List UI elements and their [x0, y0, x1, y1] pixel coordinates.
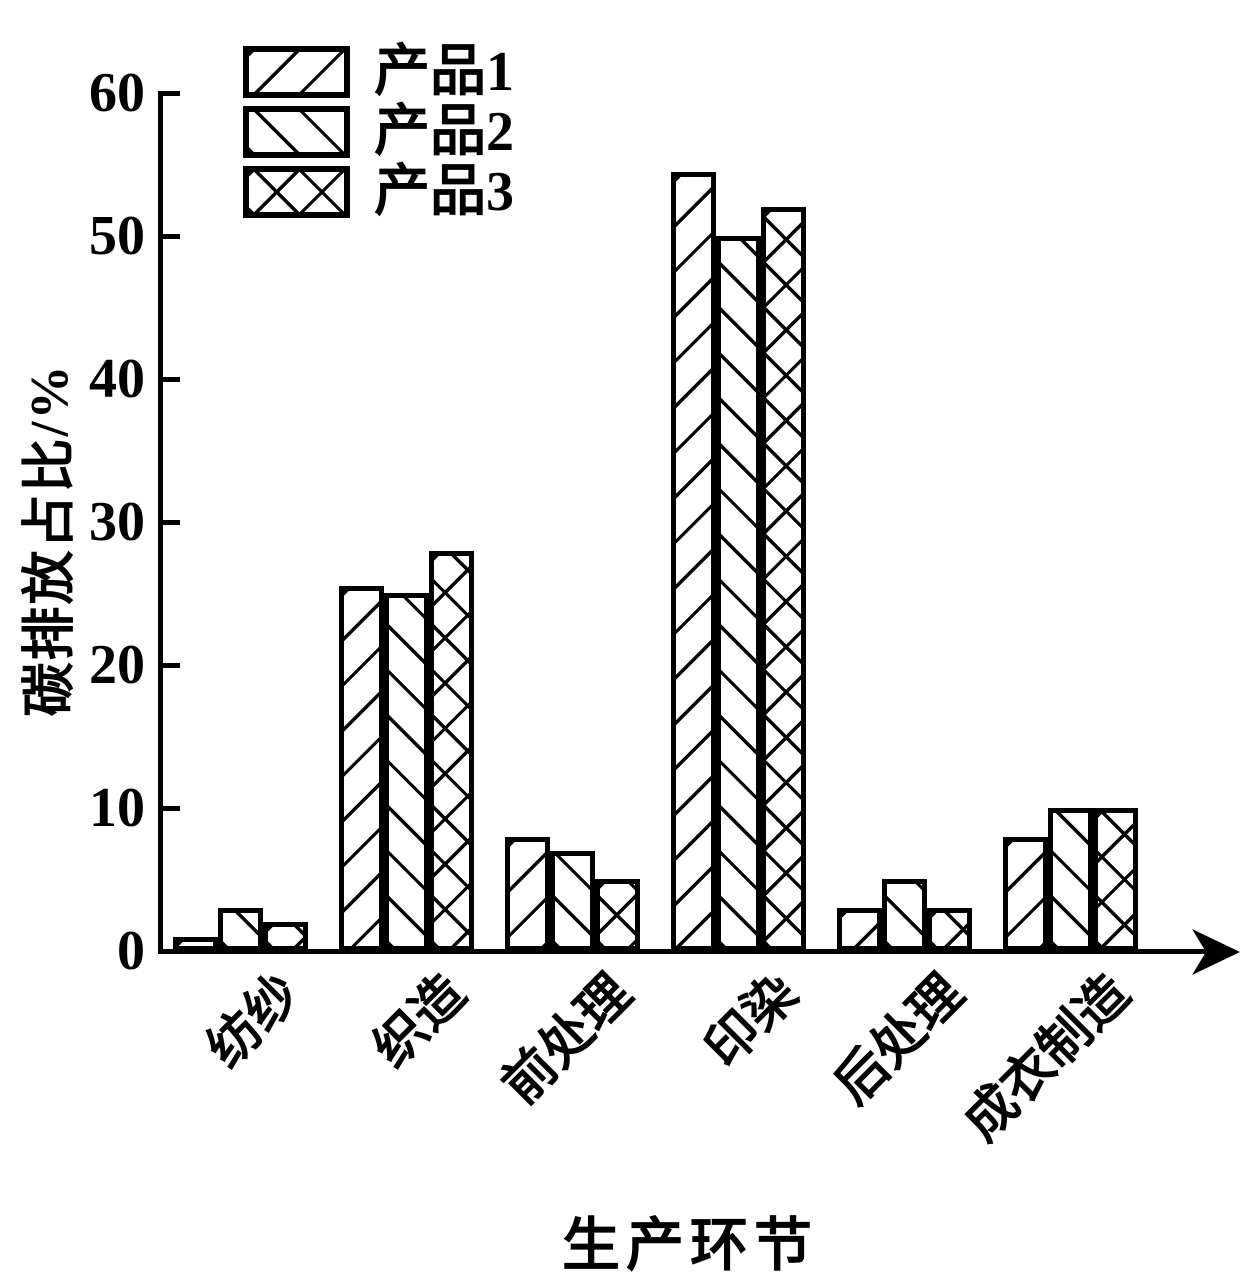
x-category-label: 后处理 — [824, 964, 975, 1116]
bar-产品2-纺纱 — [217, 908, 263, 951]
y-tick-mark — [162, 805, 180, 811]
y-tick-label: 10 — [89, 777, 145, 839]
bar-产品2-印染 — [715, 236, 761, 951]
y-tick-label: 60 — [89, 62, 145, 124]
x-category-label: 前处理 — [492, 964, 643, 1116]
y-tick-mark — [162, 233, 180, 239]
y-tick-label: 40 — [89, 348, 145, 410]
x-category-label: 印染 — [695, 964, 809, 1079]
x-axis-title: 生产环节 — [561, 1213, 818, 1278]
bar-产品2-前处理 — [549, 851, 595, 951]
bar-产品3-后处理 — [926, 908, 972, 951]
x-axis-line — [157, 948, 1206, 954]
y-tick-label: 30 — [89, 491, 145, 553]
legend-label-product1: 产品1 — [374, 41, 514, 103]
bar-产品3-成衣制造 — [1092, 808, 1138, 951]
bar-产品2-织造 — [383, 593, 429, 951]
x-category-label: 纺纱 — [197, 964, 311, 1079]
x-category-label: 成衣制造 — [953, 964, 1141, 1152]
bar-产品2-成衣制造 — [1047, 808, 1093, 951]
legend-swatch-crosshatch-icon — [243, 166, 350, 218]
bar-产品3-印染 — [760, 207, 806, 951]
legend-swatch-diagonal-backward-icon — [243, 106, 350, 158]
bar-产品1-纺纱 — [172, 937, 218, 951]
y-tick-mark — [162, 90, 180, 96]
bar-产品3-纺纱 — [262, 922, 308, 951]
bar-产品1-后处理 — [836, 908, 882, 951]
legend-label-product2: 产品2 — [374, 101, 514, 163]
y-tick-mark — [162, 662, 180, 668]
legend-label-product3: 产品3 — [374, 161, 514, 223]
bar-产品1-前处理 — [504, 837, 550, 951]
x-axis-arrow-icon — [1192, 929, 1240, 975]
y-tick-mark — [162, 376, 180, 382]
legend-row-product3: 产品3 — [243, 162, 514, 222]
y-tick-label: 0 — [117, 920, 145, 982]
bar-产品1-织造 — [338, 586, 384, 951]
legend-swatch-diagonal-forward-icon — [243, 46, 350, 98]
bar-产品3-织造 — [428, 551, 474, 951]
y-tick-mark — [162, 519, 180, 525]
y-tick-label: 50 — [89, 205, 145, 267]
bar-产品1-成衣制造 — [1002, 837, 1048, 951]
x-category-label: 织造 — [363, 964, 477, 1079]
legend-row-product1: 产品1 — [243, 42, 514, 102]
y-axis-line — [157, 91, 163, 954]
legend-row-product2: 产品2 — [243, 102, 514, 162]
legend: 产品1 产品2 产品3 — [243, 42, 514, 222]
bar-产品2-后处理 — [881, 879, 927, 951]
bar-产品3-前处理 — [594, 879, 640, 951]
y-tick-label: 20 — [89, 634, 145, 696]
bar-产品1-印染 — [670, 172, 716, 951]
